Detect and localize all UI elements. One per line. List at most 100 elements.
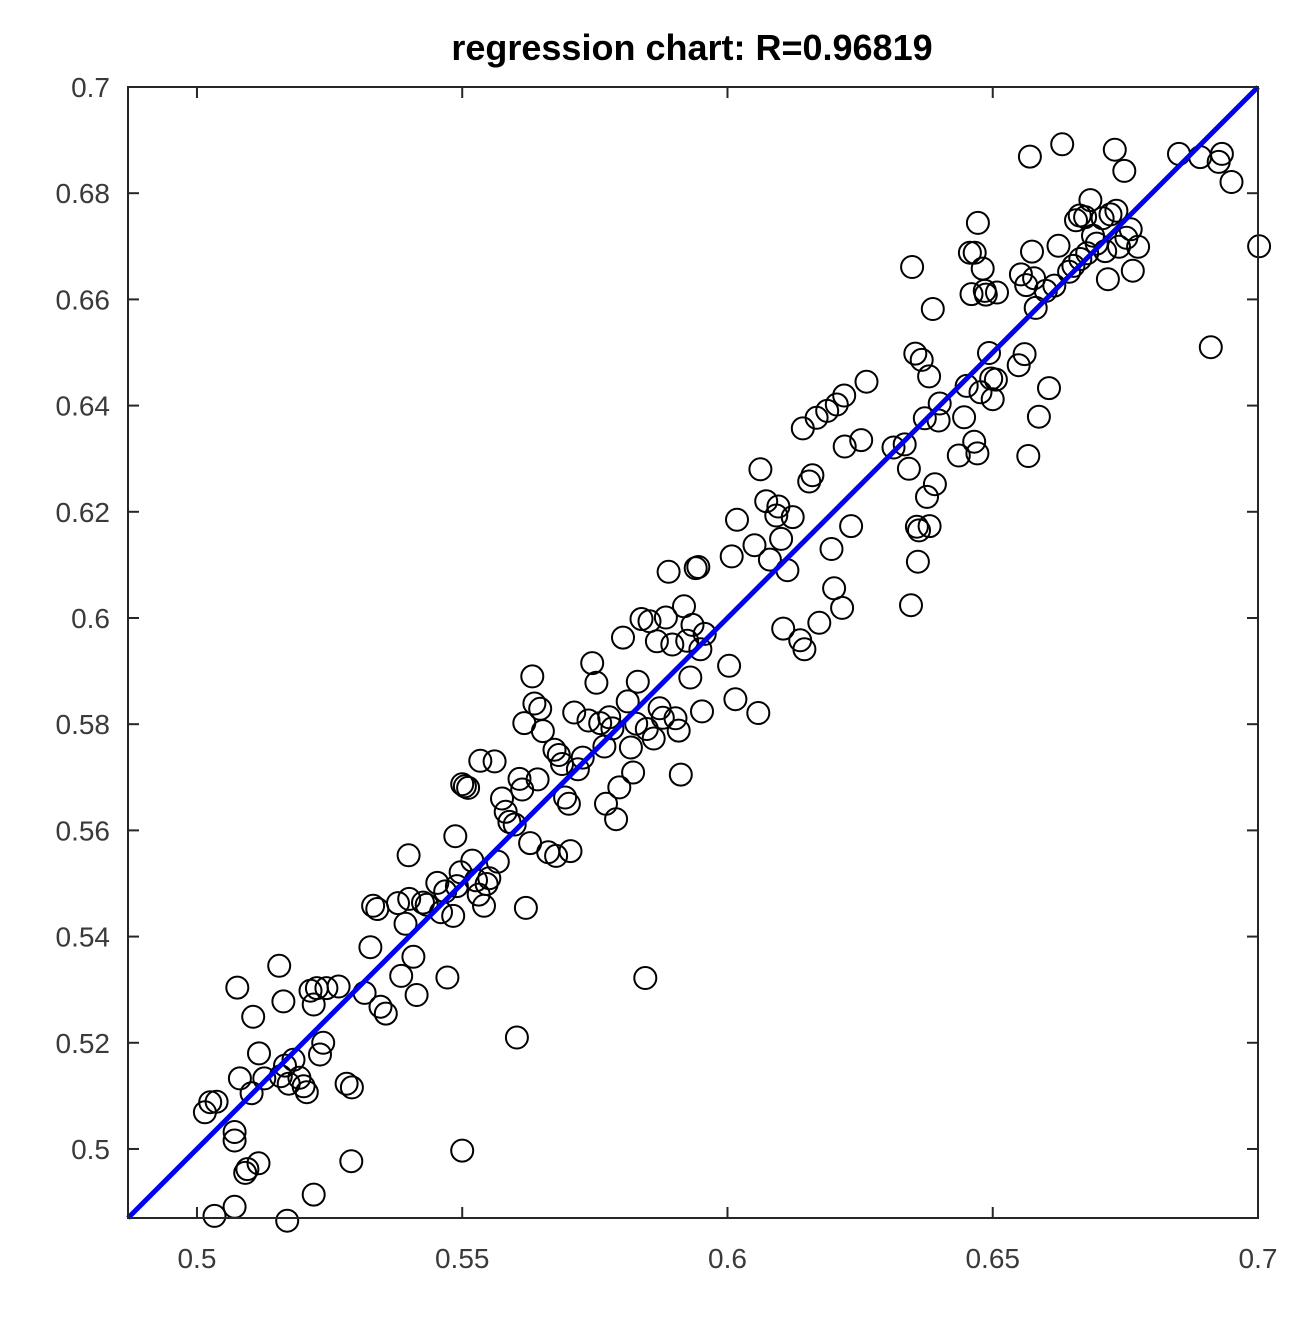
scatter-point — [273, 1053, 297, 1078]
scatter-point — [1102, 137, 1127, 162]
scatter-point — [920, 297, 945, 321]
scatter-point — [952, 405, 977, 430]
scatter-point — [719, 544, 744, 569]
scatter-point — [239, 1081, 264, 1106]
scatter-point — [314, 976, 339, 1001]
scatter-point — [922, 472, 947, 497]
scatter-point — [954, 373, 979, 398]
scatter-point — [904, 514, 929, 539]
scatter-point — [907, 518, 931, 543]
scatter-point — [1075, 241, 1100, 266]
scatter-point — [389, 963, 414, 988]
scatter-point — [962, 429, 987, 454]
scatter-point — [927, 391, 952, 416]
scatter-point — [233, 1160, 258, 1185]
scatter-point — [311, 1030, 336, 1055]
scatter-point — [604, 807, 629, 832]
scatter-point — [792, 637, 817, 662]
scatter-point — [235, 1157, 260, 1182]
scatter-point — [780, 505, 805, 530]
axes-box — [127, 86, 1259, 1219]
scatter-point — [435, 965, 460, 990]
y-tick-label: 0.54 — [56, 922, 111, 953]
scatter-point — [915, 484, 939, 509]
scatter-point — [965, 441, 990, 466]
scatter-point — [202, 1203, 227, 1228]
scatter-point — [425, 870, 450, 895]
scatter-point — [985, 280, 1009, 305]
scatter-point — [1209, 141, 1234, 166]
scatter-point — [1120, 258, 1145, 283]
scatter-point — [227, 1066, 252, 1091]
scatter-point — [723, 687, 748, 712]
scatter-point — [198, 1090, 223, 1115]
scatter-point — [892, 432, 917, 457]
scatter-point — [450, 772, 475, 797]
scatter-point — [973, 282, 998, 307]
scatter-point — [291, 1074, 316, 1099]
scatter-point — [849, 428, 874, 453]
scatter-point — [690, 699, 714, 724]
scatter-point — [900, 255, 925, 279]
scatter-point — [368, 994, 393, 1019]
scatter-point — [490, 786, 514, 811]
scatter-point — [688, 637, 713, 662]
scatter-point — [544, 843, 569, 868]
scatter-point — [764, 503, 789, 528]
scatter-point — [570, 745, 595, 770]
scatter-point — [832, 434, 857, 459]
scatter-point — [504, 1025, 529, 1050]
scatter-point — [450, 1138, 475, 1163]
scatter-point — [396, 843, 421, 868]
scatter-point — [717, 653, 742, 678]
scatter-point — [819, 537, 844, 561]
scatter-point — [1107, 234, 1131, 259]
scatter-point — [522, 691, 547, 716]
scatter-point — [444, 874, 469, 899]
scatter-point — [980, 387, 1005, 412]
scatter-point — [565, 757, 590, 782]
scatter-point — [917, 364, 942, 389]
scatter-point — [452, 774, 477, 799]
scatter-point — [456, 775, 481, 800]
scatter-point — [1012, 342, 1037, 367]
x-tick-label: 0.7 — [1239, 1243, 1278, 1274]
scatter-point — [899, 593, 923, 618]
scatter-point — [668, 762, 693, 787]
scatter-point — [830, 595, 855, 620]
scatter-point — [520, 664, 545, 689]
y-tick-label: 0.52 — [56, 1028, 111, 1059]
scatter-point — [267, 953, 292, 978]
scatter-point — [373, 1001, 398, 1026]
scatter-point — [393, 911, 418, 936]
scatter-point — [625, 669, 650, 694]
y-tick-label: 0.66 — [56, 284, 111, 315]
scatter-point — [1247, 234, 1272, 259]
y-tick-label: 0.68 — [56, 178, 111, 209]
scatter-point — [525, 767, 550, 792]
scatter-point — [1198, 335, 1223, 360]
y-tick-label: 0.7 — [71, 72, 110, 103]
scatter-point — [252, 1066, 277, 1091]
scatter-point — [1078, 188, 1103, 213]
scatter-point — [644, 629, 669, 654]
scatter-point — [656, 559, 681, 584]
scatter-point — [611, 625, 635, 650]
scatter-point — [824, 392, 849, 417]
scatter-point — [1068, 247, 1093, 271]
scatter-point — [678, 665, 703, 690]
scatter-point — [1037, 376, 1061, 401]
scatter-point — [977, 341, 1001, 365]
scatter-point — [562, 700, 587, 725]
x-tick-label: 0.65 — [965, 1243, 1020, 1274]
scatter-point — [1026, 404, 1051, 429]
scatter-point — [334, 1071, 359, 1096]
scatter-point — [757, 547, 782, 572]
scatter-point — [1098, 202, 1123, 227]
scatter-point — [725, 507, 749, 532]
scatter-point — [909, 347, 934, 372]
scatter-point — [839, 514, 864, 539]
scatter-point — [621, 760, 646, 785]
scatter-point — [675, 628, 700, 653]
